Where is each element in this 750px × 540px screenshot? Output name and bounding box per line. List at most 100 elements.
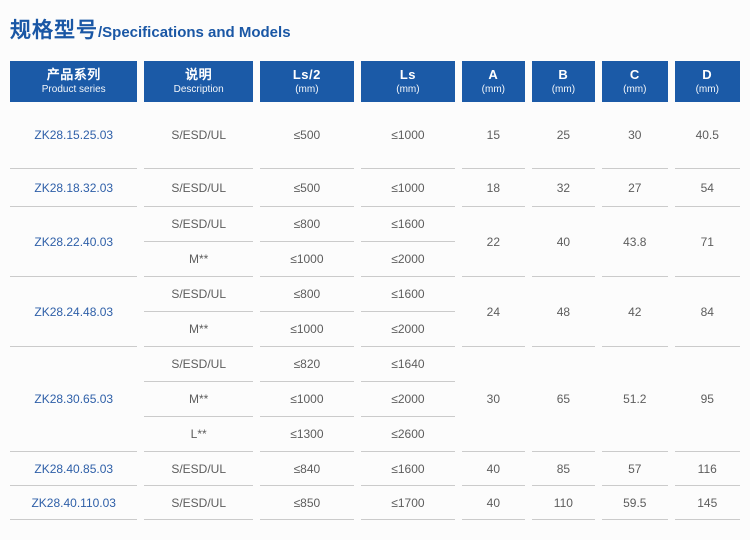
b-cell: 85 (531, 452, 596, 486)
table-row: ZK28.22.40.03 S/ESD/UL ≤800 ≤1600 22 40 43.8 71 (10, 207, 740, 277)
table-row: L** ≤1300 ≤2600 (10, 417, 740, 452)
description-cell: S/ESD/UL (144, 102, 253, 169)
a-cell: 40 (461, 486, 525, 520)
b-cell: 48 (531, 277, 596, 347)
ls-cell: ≤1000 (360, 169, 455, 207)
col-header-label: 产品系列 (46, 67, 101, 82)
series-cell: ZK28.24.48.03 (10, 277, 138, 347)
ls2-cell: ≤1300 (259, 417, 354, 452)
b-cell: 32 (531, 169, 596, 207)
col-header-a: A (mm) (461, 61, 525, 102)
table-row: ZK28.40.85.03 S/ESD/UL ≤840 ≤1600 40 85 57 116 (10, 452, 740, 486)
ls-cell: ≤1600 (360, 452, 455, 486)
col-header-label: A (488, 67, 499, 82)
ls2-cell: ≤1000 (259, 312, 354, 347)
col-header-label: B (558, 67, 569, 82)
col-header-sublabel: (mm) (695, 84, 719, 95)
b-cell: 40 (531, 207, 596, 277)
ls-cell: ≤1640 (360, 347, 455, 382)
spec-table-body: ZK28.15.25.03 S/ESD/UL ≤500 ≤1000 15 25 30 40.5… (10, 102, 740, 520)
col-header-label: C (629, 67, 640, 82)
spec-table-header: 产品系列 Product series 说明 Description Ls/2 … (10, 61, 740, 102)
ls-cell: ≤1700 (360, 486, 455, 520)
description-cell: M** (144, 242, 253, 277)
col-header-sublabel: (mm) (551, 84, 576, 95)
a-cell: 24 (461, 277, 525, 347)
ls2-cell: ≤820 (259, 347, 354, 382)
col-header-ls: Ls (mm) (360, 61, 455, 102)
table-row: M** ≤1000 ≤2000 (10, 312, 740, 347)
col-header-sublabel: (mm) (295, 84, 319, 95)
description-cell: S/ESD/UL (144, 207, 253, 242)
ls-cell: ≤2000 (360, 382, 455, 417)
col-header-label: Ls/2 (292, 67, 321, 82)
c-cell: 30 (602, 102, 668, 169)
col-header-d: D (mm) (674, 61, 740, 102)
d-cell: 116 (674, 452, 740, 486)
series-cell: ZK28.15.25.03 (10, 102, 138, 169)
d-cell: 71 (674, 207, 740, 277)
ls-cell: ≤2600 (360, 417, 455, 452)
d-cell: 54 (674, 169, 740, 207)
col-header-label: 说明 (185, 67, 213, 82)
ls2-cell: ≤800 (259, 207, 354, 242)
series-cell: ZK28.18.32.03 (10, 169, 138, 207)
ls2-cell: ≤1000 (259, 242, 354, 277)
col-header-description: 说明 Description (144, 61, 253, 102)
table-row: M** ≤1000 ≤2000 (10, 242, 740, 277)
header-row: 产品系列 Product series 说明 Description Ls/2 … (10, 61, 740, 102)
series-cell: ZK28.22.40.03 (10, 207, 138, 277)
col-header-product-series: 产品系列 Product series (10, 61, 138, 102)
a-cell: 40 (461, 452, 525, 486)
col-header-sublabel: Product series (41, 84, 106, 95)
b-cell: 25 (531, 102, 596, 169)
a-cell: 18 (461, 169, 525, 207)
col-header-sublabel: Description (173, 84, 224, 95)
col-header-sublabel: (mm) (396, 84, 420, 95)
series-cell: ZK28.30.65.03 (10, 347, 138, 452)
table-row: ZK28.15.25.03 S/ESD/UL ≤500 ≤1000 15 25 30 40.5 (10, 102, 740, 169)
d-cell: 40.5 (674, 102, 740, 169)
description-cell: S/ESD/UL (144, 486, 253, 520)
a-cell: 30 (461, 347, 525, 452)
ls2-cell: ≤840 (259, 452, 354, 486)
ls-cell: ≤1000 (360, 102, 455, 169)
b-cell: 65 (531, 347, 596, 452)
page-title-zh: 规格型号 (10, 19, 98, 42)
table-row: ZK28.30.65.03 S/ESD/UL ≤820 ≤1640 30 65 51.2 95 (10, 347, 740, 452)
ls2-cell: ≤850 (259, 486, 354, 520)
c-cell: 59.5 (602, 486, 668, 520)
c-cell: 43.8 (602, 207, 668, 277)
description-cell: M** (144, 312, 253, 347)
series-cell: ZK28.40.110.03 (10, 486, 138, 520)
page-title-en: /Specifications and Models (98, 24, 291, 41)
ls2-cell: ≤500 (259, 102, 354, 169)
ls-cell: ≤2000 (360, 242, 455, 277)
d-cell: 84 (674, 277, 740, 347)
ls-cell: ≤2000 (360, 312, 455, 347)
d-cell: 95 (674, 347, 740, 452)
col-header-sublabel: (mm) (481, 84, 505, 95)
d-cell: 145 (674, 486, 740, 520)
table-row: M** ≤1000 ≤2000 (10, 382, 740, 417)
a-cell: 22 (461, 207, 525, 277)
description-cell: S/ESD/UL (144, 347, 253, 382)
col-header-ls2: Ls/2 (mm) (259, 61, 354, 102)
c-cell: 27 (602, 169, 668, 207)
ls2-cell: ≤800 (259, 277, 354, 312)
ls-cell: ≤1600 (360, 207, 455, 242)
series-cell: ZK28.40.85.03 (10, 452, 138, 486)
c-cell: 42 (602, 277, 668, 347)
a-cell: 15 (461, 102, 525, 169)
description-cell: L** (144, 417, 253, 452)
ls2-cell: ≤500 (259, 169, 354, 207)
page-title: 规格型号/Specifications and Models (10, 10, 740, 44)
col-header-b: B (mm) (531, 61, 596, 102)
col-header-label: D (702, 67, 713, 82)
description-cell: S/ESD/UL (144, 169, 253, 207)
description-cell: S/ESD/UL (144, 277, 253, 312)
b-cell: 110 (531, 486, 596, 520)
c-cell: 57 (602, 452, 668, 486)
c-cell: 51.2 (602, 347, 668, 452)
